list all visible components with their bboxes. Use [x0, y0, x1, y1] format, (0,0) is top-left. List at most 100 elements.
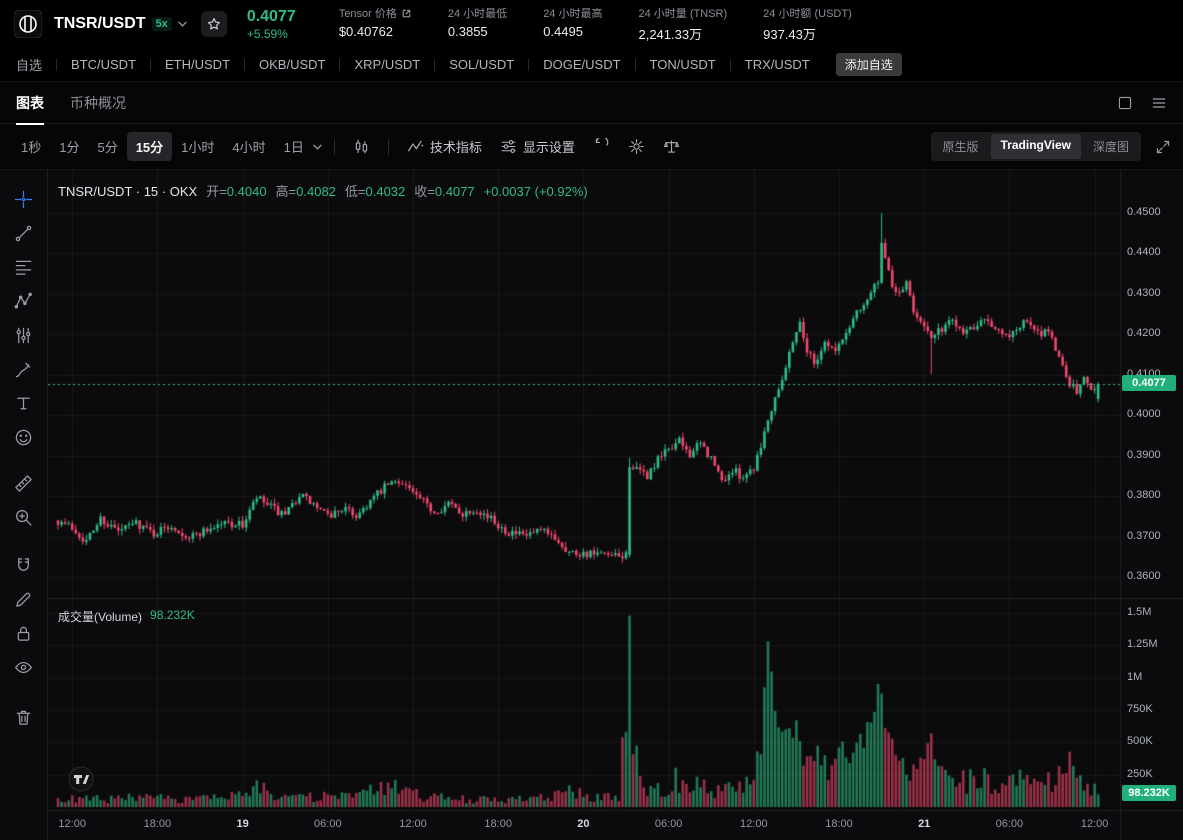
divider: [339, 58, 341, 71]
interval-button-5[interactable]: 4小时: [223, 132, 274, 161]
divider: [634, 58, 636, 71]
legend-open: 0.4040: [226, 184, 267, 199]
list-icon[interactable]: [1151, 95, 1167, 111]
fib-retracement-icon[interactable]: [9, 252, 39, 282]
header-stat[interactable]: Tensor 价格 $0.40762: [339, 5, 412, 43]
pair-sol-usdt[interactable]: SOL/USDT: [449, 57, 515, 72]
fullscreen-button[interactable]: [1155, 139, 1171, 155]
forecast-icon[interactable]: [9, 320, 39, 350]
divider: [244, 58, 246, 71]
chart-mode-tab-2[interactable]: 深度图: [1092, 140, 1129, 154]
time-axis-label: 19: [236, 818, 249, 830]
time-axis-label: 12:00: [58, 818, 86, 830]
leverage-badge: 5x: [151, 17, 172, 31]
time-axis-label: 06:00: [654, 818, 683, 830]
volume-axis-label: 500K: [1127, 735, 1153, 748]
interval-button-6[interactable]: 1日: [275, 132, 313, 161]
stat-label: 24 小时最高: [543, 8, 603, 20]
chart-area[interactable]: TNSR/USDT · 15 · OKX 开=0.4040 高=0.4082 低…: [48, 170, 1183, 840]
watchlist: 自选 BTC/USDT ETH/USDT OKB/USDT XRP/USDT SOL/US…: [0, 48, 1183, 82]
tabs-right-icons: [1117, 95, 1167, 111]
pair-okb-usdt[interactable]: OKB/USDT: [259, 57, 326, 72]
stat-label: 24 小时量 (TNSR): [638, 8, 728, 20]
zoom-in-icon[interactable]: [9, 502, 39, 532]
price-block: 0.4077 +5.59%: [247, 8, 311, 41]
legend-high: 0.4082: [296, 184, 336, 199]
eye-icon[interactable]: [9, 652, 39, 682]
top-header: TNSR/USDT 5x 0.4077 +5.59% Tensor 价格 $0.4…: [0, 0, 1183, 48]
layout-icon[interactable]: [1117, 95, 1133, 111]
price-axis-label: 0.3700: [1127, 529, 1161, 542]
time-axis-label: 06:00: [314, 818, 342, 830]
stat-value: 937.43万: [763, 27, 816, 42]
interval-button-2[interactable]: 5分: [88, 132, 126, 161]
watchlist-tab-favorites[interactable]: 自选: [16, 58, 43, 73]
pair-name: TNSR/USDT: [54, 15, 146, 32]
tab-coin-overview[interactable]: 币种概况: [70, 94, 126, 111]
indicators-button[interactable]: 技术指标: [399, 132, 490, 161]
pair-btc-usdt[interactable]: BTC/USDT: [71, 57, 137, 72]
last-price-badge: 0.4077: [1122, 375, 1176, 392]
crosshair-icon[interactable]: [9, 184, 39, 214]
stat-label: 24 小时额 (USDT): [763, 8, 852, 20]
price-chart-canvas[interactable]: [48, 170, 1183, 840]
pair-trx-usdt[interactable]: TRX/USDT: [744, 57, 810, 72]
divider: [434, 58, 436, 71]
okx-logo-icon[interactable]: [14, 10, 42, 38]
divider: [150, 58, 152, 71]
time-axis-label: 18:00: [143, 818, 172, 830]
replay-button[interactable]: [585, 133, 618, 160]
brush-icon[interactable]: [9, 354, 39, 384]
tab-chart[interactable]: 图表: [16, 82, 44, 125]
pair-ton-usdt[interactable]: TON/USDT: [649, 57, 716, 72]
price-change-24h: +5.59%: [246, 26, 288, 41]
divider: [56, 58, 58, 71]
header-stat: 24 小时最低 0.3855: [448, 5, 507, 43]
divider: [333, 138, 335, 155]
chart-mode-tab-1[interactable]: TradingView: [990, 134, 1081, 159]
interval-group: 1秒 1分 5分 15分 1小时 4小时 1日: [12, 132, 313, 161]
header-stats: Tensor 价格 $0.40762 24 小时最低 0.3855 24 小时最高 0.4…: [339, 5, 852, 43]
price-axis-label: 0.4500: [1127, 206, 1161, 218]
chart-mode-tab-0[interactable]: 原生版: [942, 140, 979, 154]
volume-value: 98.232K: [150, 608, 195, 622]
candle-type-button[interactable]: [345, 133, 378, 160]
favorite-button[interactable]: [200, 11, 227, 37]
interval-button-0[interactable]: 1秒: [12, 132, 50, 161]
tradingview-logo[interactable]: [68, 766, 94, 792]
pair-selector[interactable]: TNSR/USDT 5x: [54, 15, 187, 33]
stat-value: $0.40762: [338, 24, 394, 39]
chart-legend: TNSR/USDT · 15 · OKX 开=0.4040 高=0.4082 低…: [58, 184, 588, 199]
price-axis-label: 0.4400: [1127, 246, 1161, 259]
chart-region: TNSR/USDT · 15 · OKX 开=0.4040 高=0.4082 低…: [0, 170, 1183, 840]
magnet-icon[interactable]: [9, 550, 39, 580]
legend-low: 0.4032: [365, 184, 406, 199]
view-tabs: 图表 币种概况: [0, 82, 1183, 125]
interval-button-3[interactable]: 15分: [126, 132, 173, 161]
stat-value: 0.3855: [447, 24, 488, 39]
interval-button-1[interactable]: 1分: [50, 132, 88, 161]
compare-scale-button[interactable]: [655, 133, 688, 160]
chart-settings-button[interactable]: [620, 133, 653, 160]
legend-change: +0.0037 (+0.92%): [483, 184, 588, 199]
pair-xrp-usdt[interactable]: XRP/USDT: [354, 57, 421, 72]
pair-doge-usdt[interactable]: DOGE/USDT: [543, 57, 621, 72]
interval-button-4[interactable]: 1小时: [172, 132, 223, 161]
external-link-icon[interactable]: [401, 8, 412, 19]
pair-eth-usdt[interactable]: ETH/USDT: [165, 57, 231, 72]
xabcd-pattern-icon[interactable]: [9, 286, 39, 316]
indicator-icon: [407, 138, 424, 155]
trash-icon[interactable]: [9, 702, 39, 732]
ruler-icon[interactable]: [9, 468, 39, 498]
trendline-icon[interactable]: [9, 218, 39, 248]
pencil-icon[interactable]: [9, 584, 39, 614]
display-settings-button[interactable]: 显示设置: [492, 132, 583, 161]
replay-icon: [593, 138, 610, 155]
interval-dropdown-icon[interactable]: [313, 144, 322, 150]
lock-icon[interactable]: [9, 618, 39, 648]
text-icon[interactable]: [9, 388, 39, 418]
header-stat: 24 小时最高 0.4495: [543, 5, 602, 43]
add-favorite-button[interactable]: 添加自选: [835, 53, 902, 76]
emoji-icon[interactable]: [9, 422, 39, 452]
price-axis-label: 0.3600: [1127, 570, 1161, 582]
